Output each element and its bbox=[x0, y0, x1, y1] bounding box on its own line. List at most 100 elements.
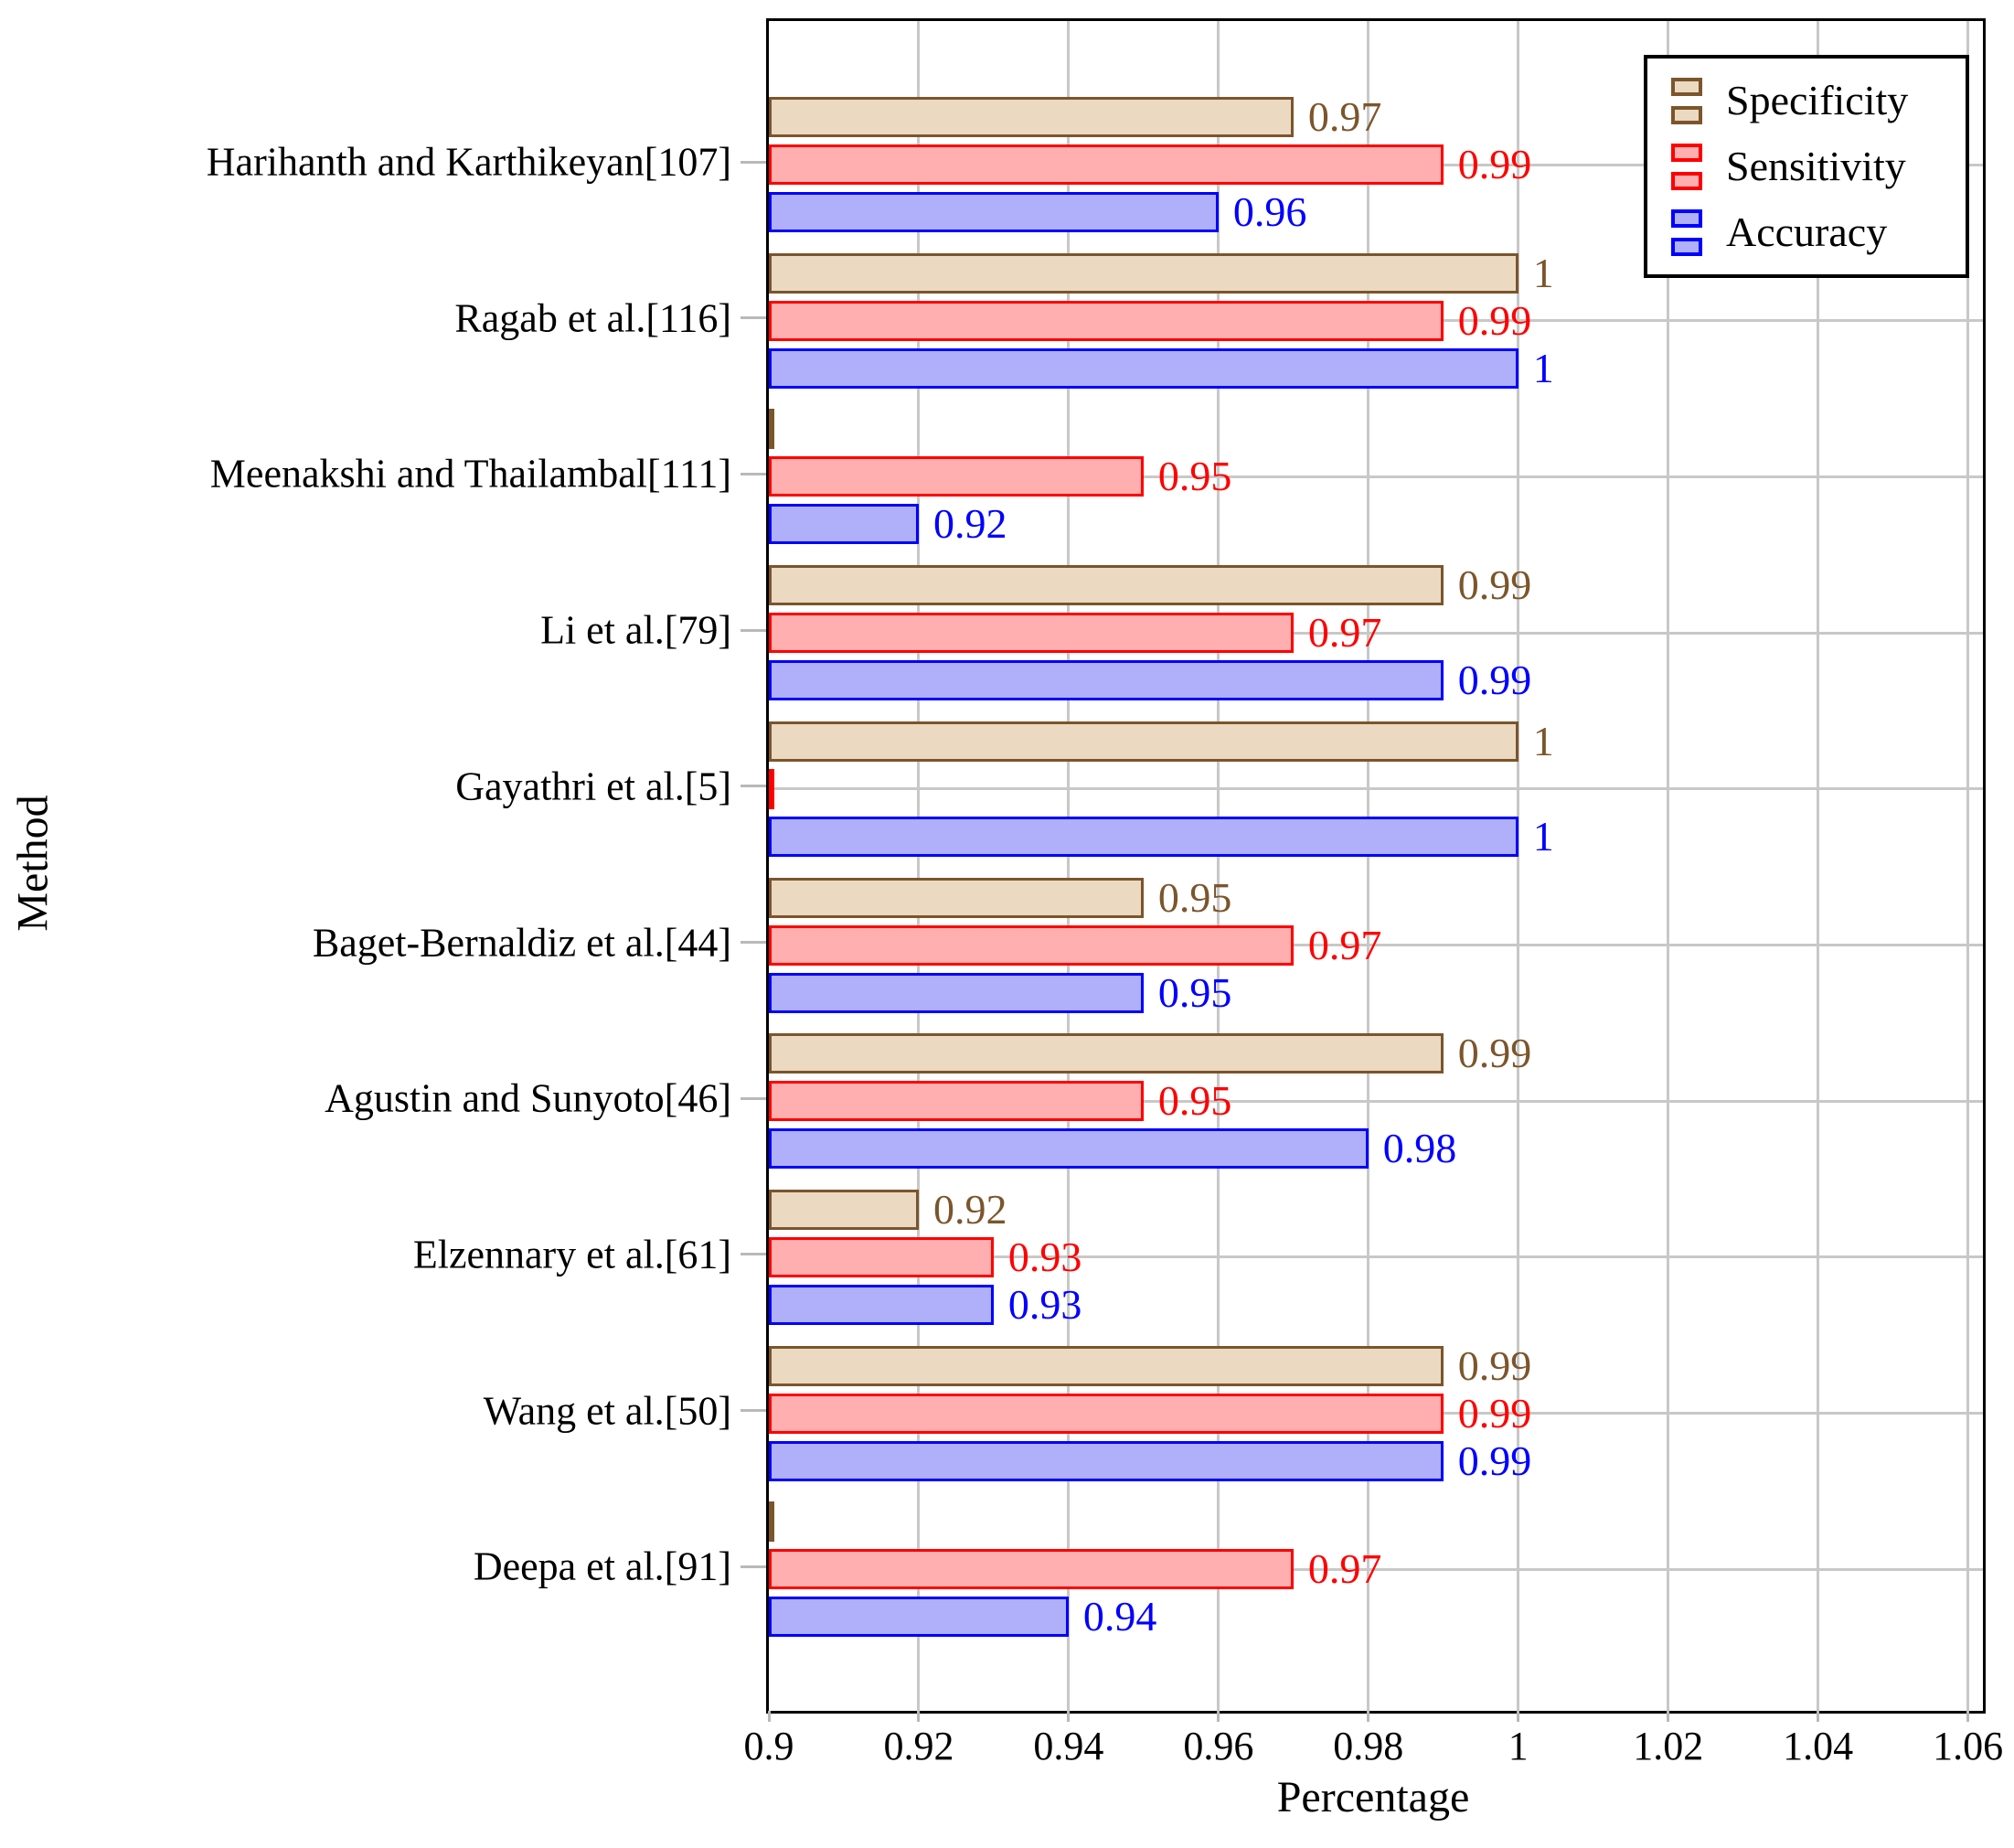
bar-value-label: 0.99 bbox=[1457, 1437, 1532, 1484]
bar-value-label: 0.97 bbox=[1307, 93, 1382, 140]
bar-sensitivity bbox=[769, 768, 774, 809]
bar-specificity bbox=[769, 1501, 774, 1543]
y-axis-title: Method bbox=[8, 795, 58, 932]
bar-value-label: 0.97 bbox=[1307, 1545, 1382, 1593]
bar-value-label: 0.95 bbox=[1157, 1077, 1232, 1125]
legend-swatch bbox=[1671, 237, 1702, 256]
bar-specificity bbox=[769, 252, 1518, 294]
bar-accuracy bbox=[769, 347, 1518, 389]
bar-specificity bbox=[769, 1189, 919, 1230]
x-tick-label: 1 bbox=[1508, 1724, 1529, 1768]
bar-value-label: 0.99 bbox=[1457, 1341, 1532, 1389]
bar-value-label: 0.94 bbox=[1082, 1593, 1157, 1640]
bar-specificity bbox=[769, 1033, 1444, 1074]
gridline-horizontal bbox=[769, 475, 1983, 478]
y-axis-tick bbox=[741, 785, 766, 788]
gridline-vertical bbox=[1217, 21, 1220, 1711]
bar-value-label: 0.93 bbox=[1007, 1233, 1082, 1280]
legend-swatch bbox=[1671, 77, 1702, 96]
gridline-horizontal bbox=[769, 787, 1983, 791]
x-tick-label: 1.04 bbox=[1783, 1724, 1854, 1768]
bar-value-label: 0.99 bbox=[1457, 561, 1532, 609]
gridline-vertical bbox=[1966, 21, 1970, 1711]
legend-swatch bbox=[1671, 105, 1702, 124]
y-axis-tick bbox=[741, 1565, 766, 1568]
x-tick-label: 0.92 bbox=[883, 1724, 954, 1768]
category-label: Harihanth and Karthikeyan[107] bbox=[206, 139, 731, 185]
bar-value-label: 0.92 bbox=[932, 500, 1007, 548]
gridline-horizontal bbox=[769, 944, 1983, 946]
bar-value-label: 0.99 bbox=[1457, 657, 1532, 704]
bar-accuracy bbox=[769, 660, 1444, 701]
bar-sensitivity bbox=[769, 144, 1444, 185]
x-axis-tick bbox=[1067, 1711, 1071, 1722]
legend-entry: Specificity bbox=[1671, 68, 1966, 134]
x-axis-title: Percentage bbox=[1276, 1773, 1470, 1821]
legend-label: Sensitivity bbox=[1726, 143, 1906, 189]
bar-value-label: 1 bbox=[1532, 717, 1554, 764]
category-label: Elzennary et al.[61] bbox=[412, 1232, 731, 1277]
gridline-vertical bbox=[1517, 21, 1520, 1711]
category-label: Wang et al.[50] bbox=[483, 1388, 731, 1434]
category-label: Agustin and Sunyoto[46] bbox=[325, 1075, 731, 1121]
bar-value-label: 0.98 bbox=[1382, 1125, 1457, 1172]
gridline-horizontal bbox=[769, 1567, 1983, 1571]
y-axis-tick bbox=[741, 316, 766, 320]
bar-accuracy bbox=[769, 192, 1219, 232]
bar-value-label: 0.97 bbox=[1307, 921, 1382, 968]
legend-swatch bbox=[1671, 143, 1702, 162]
x-tick-label: 1.06 bbox=[1933, 1724, 2004, 1768]
bar-value-label: 1 bbox=[1532, 812, 1554, 860]
gridline-vertical bbox=[1817, 21, 1820, 1711]
legend-swatch-stack bbox=[1671, 77, 1702, 124]
x-axis-tick bbox=[1217, 1711, 1220, 1722]
bar-accuracy bbox=[769, 1597, 1069, 1638]
bar-sensitivity bbox=[769, 300, 1444, 341]
x-tick-label: 0.9 bbox=[743, 1724, 794, 1768]
bar-sensitivity bbox=[769, 1081, 1144, 1122]
gridline-horizontal bbox=[769, 1255, 1983, 1259]
y-axis-tick bbox=[741, 628, 766, 632]
bar-value-label: 0.95 bbox=[1157, 968, 1232, 1016]
x-tick-label: 1.02 bbox=[1633, 1724, 1704, 1768]
bar-accuracy bbox=[769, 1128, 1369, 1170]
bar-value-label: 0.96 bbox=[1232, 188, 1307, 235]
category-label: Deepa et al.[91] bbox=[473, 1544, 731, 1589]
x-tick-label: 0.98 bbox=[1333, 1724, 1404, 1768]
bar-sensitivity bbox=[769, 924, 1294, 966]
bar-value-label: 0.99 bbox=[1457, 296, 1532, 344]
category-label: Baget-Bernaldiz et al.[44] bbox=[312, 920, 731, 965]
bar-specificity bbox=[769, 721, 1518, 762]
gridline-vertical bbox=[1367, 21, 1370, 1711]
bar-accuracy bbox=[769, 504, 919, 545]
bar-sensitivity bbox=[769, 613, 1294, 654]
legend-swatch bbox=[1671, 208, 1702, 228]
y-axis-tick bbox=[741, 1253, 766, 1256]
bar-accuracy bbox=[769, 972, 1144, 1013]
gridline-horizontal bbox=[769, 1099, 1983, 1103]
bar-value-label: 0.92 bbox=[932, 1185, 1007, 1233]
bar-sensitivity bbox=[769, 1236, 994, 1277]
bar-specificity bbox=[769, 877, 1144, 918]
y-axis-tick bbox=[741, 1409, 766, 1413]
bar-accuracy bbox=[769, 1284, 994, 1325]
bar-specificity bbox=[769, 97, 1294, 137]
y-axis-tick bbox=[741, 1096, 766, 1100]
legend-entry: Accuracy bbox=[1671, 199, 1966, 265]
x-axis-tick bbox=[1667, 1711, 1670, 1722]
bar-value-label: 0.99 bbox=[1457, 141, 1532, 187]
y-axis-tick bbox=[741, 472, 766, 475]
x-axis-tick bbox=[767, 1711, 771, 1722]
x-axis-tick bbox=[917, 1711, 921, 1722]
bar-value-label: 0.99 bbox=[1457, 1030, 1532, 1077]
bar-value-label: 0.95 bbox=[1157, 873, 1232, 921]
bar-value-label: 0.93 bbox=[1007, 1280, 1082, 1328]
legend-swatch bbox=[1671, 171, 1702, 190]
bar-accuracy bbox=[769, 816, 1518, 857]
category-label: Meenakshi and Thailambal[111] bbox=[209, 451, 731, 497]
x-axis-tick bbox=[1817, 1711, 1820, 1722]
x-tick-label: 0.96 bbox=[1183, 1724, 1254, 1768]
y-axis-tick bbox=[741, 941, 766, 944]
x-axis-tick bbox=[1966, 1711, 1970, 1722]
legend-swatch-stack bbox=[1671, 143, 1702, 190]
